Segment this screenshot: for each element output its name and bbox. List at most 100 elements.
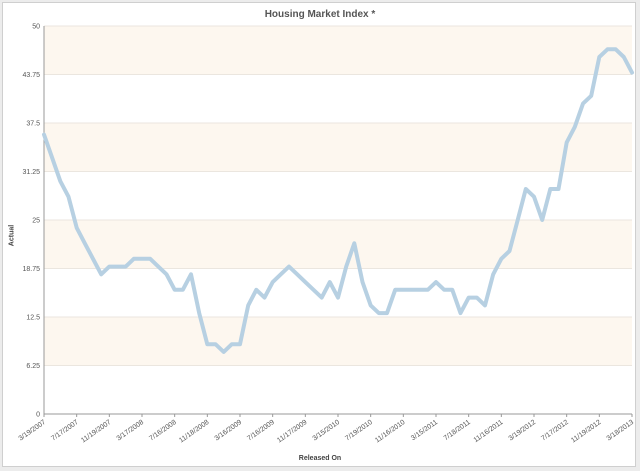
x-tick-label: 11/17/2009 xyxy=(276,419,308,445)
data-point xyxy=(418,288,421,292)
data-point xyxy=(287,265,291,268)
data-point xyxy=(589,94,593,98)
x-tick-label: 7/19/2010 xyxy=(344,419,374,443)
grid-band xyxy=(44,26,632,75)
grid-band xyxy=(44,74,632,123)
y-axis-label: Actual xyxy=(8,224,16,247)
data-point xyxy=(67,195,70,198)
y-tick-label: 0 xyxy=(36,412,40,419)
y-tick-label: 31.25 xyxy=(22,169,40,176)
data-point xyxy=(516,218,519,222)
data-point xyxy=(197,311,201,315)
data-point xyxy=(157,265,160,268)
data-point xyxy=(312,288,315,292)
data-point xyxy=(549,187,552,191)
data-point xyxy=(320,296,323,299)
x-tick-label: 3/19/2012 xyxy=(508,419,538,443)
data-point xyxy=(426,288,430,292)
data-point xyxy=(361,280,364,284)
x-tick-label: 7/16/2008 xyxy=(148,419,178,443)
x-tick-label: 3/16/2009 xyxy=(214,419,244,443)
data-point xyxy=(573,125,577,129)
data-point xyxy=(50,156,54,160)
x-tick-label: 3/17/2008 xyxy=(116,419,146,443)
x-tick-label: 11/19/2007 xyxy=(80,419,112,445)
y-tick-label: 43.75 xyxy=(22,72,40,79)
y-tick-label: 25 xyxy=(32,218,40,225)
data-point xyxy=(116,265,119,268)
data-point xyxy=(263,296,266,299)
data-point xyxy=(271,280,274,284)
data-point xyxy=(189,273,193,276)
data-point xyxy=(500,257,503,260)
x-tick-label: 11/16/2010 xyxy=(374,419,406,445)
data-point xyxy=(59,180,62,183)
y-tick-label: 50 xyxy=(32,24,40,31)
data-point xyxy=(148,257,152,260)
data-point xyxy=(540,218,544,222)
data-point xyxy=(467,296,470,299)
grid-band xyxy=(44,365,632,414)
data-point xyxy=(385,311,389,315)
data-point xyxy=(630,71,634,74)
data-point xyxy=(336,296,340,299)
grid-band xyxy=(44,123,632,172)
data-point xyxy=(295,273,299,276)
data-point xyxy=(173,288,176,292)
data-point xyxy=(230,342,234,346)
x-tick-label: 3/15/2010 xyxy=(312,419,342,443)
x-tick-label: 3/15/2011 xyxy=(410,419,439,442)
data-point xyxy=(165,273,168,276)
data-point xyxy=(410,288,413,292)
data-point xyxy=(459,311,462,315)
data-point xyxy=(508,249,511,253)
data-point xyxy=(279,273,283,276)
data-point xyxy=(91,257,95,260)
data-point xyxy=(83,242,87,245)
data-point xyxy=(238,342,242,346)
data-point xyxy=(581,102,585,105)
chart-title: Housing Market Index * xyxy=(264,9,376,20)
x-tick-label: 11/18/2008 xyxy=(178,419,210,445)
data-point xyxy=(606,48,609,51)
y-tick-label: 6.25 xyxy=(26,363,40,370)
data-point xyxy=(42,133,46,136)
y-tick-label: 37.5 xyxy=(26,121,40,128)
x-tick-label: 7/18/2011 xyxy=(443,419,472,442)
data-point xyxy=(108,265,111,268)
data-point xyxy=(532,195,536,198)
x-tick-label: 11/16/2011 xyxy=(473,419,505,444)
data-point xyxy=(255,288,258,292)
y-tick-label: 18.75 xyxy=(22,266,40,273)
data-point xyxy=(140,257,144,260)
data-point xyxy=(622,55,626,59)
data-point xyxy=(344,265,348,268)
data-point xyxy=(475,296,479,299)
x-tick-label: 7/17/2012 xyxy=(540,419,570,443)
data-point xyxy=(524,187,528,191)
data-point xyxy=(402,288,405,292)
data-point xyxy=(451,288,454,292)
x-tick-label: 3/18/2013 xyxy=(606,419,636,443)
data-point xyxy=(181,288,185,292)
data-point xyxy=(214,342,217,346)
data-point xyxy=(246,304,250,307)
x-tick-label: 7/16/2009 xyxy=(246,419,276,443)
data-point xyxy=(304,280,307,284)
data-point xyxy=(565,141,568,144)
data-point xyxy=(206,342,209,346)
data-point xyxy=(434,280,438,284)
grid-band xyxy=(44,317,632,366)
x-tick-label: 11/19/2012 xyxy=(570,419,602,445)
x-axis-label: Released On xyxy=(298,455,342,462)
data-point xyxy=(328,280,332,284)
data-point xyxy=(75,226,78,229)
data-point xyxy=(99,273,103,276)
y-tick-label: 12.5 xyxy=(26,315,40,322)
data-point xyxy=(393,288,397,292)
data-point xyxy=(557,187,560,191)
data-point xyxy=(369,304,372,307)
x-tick-label: 7/17/2007 xyxy=(50,419,80,443)
